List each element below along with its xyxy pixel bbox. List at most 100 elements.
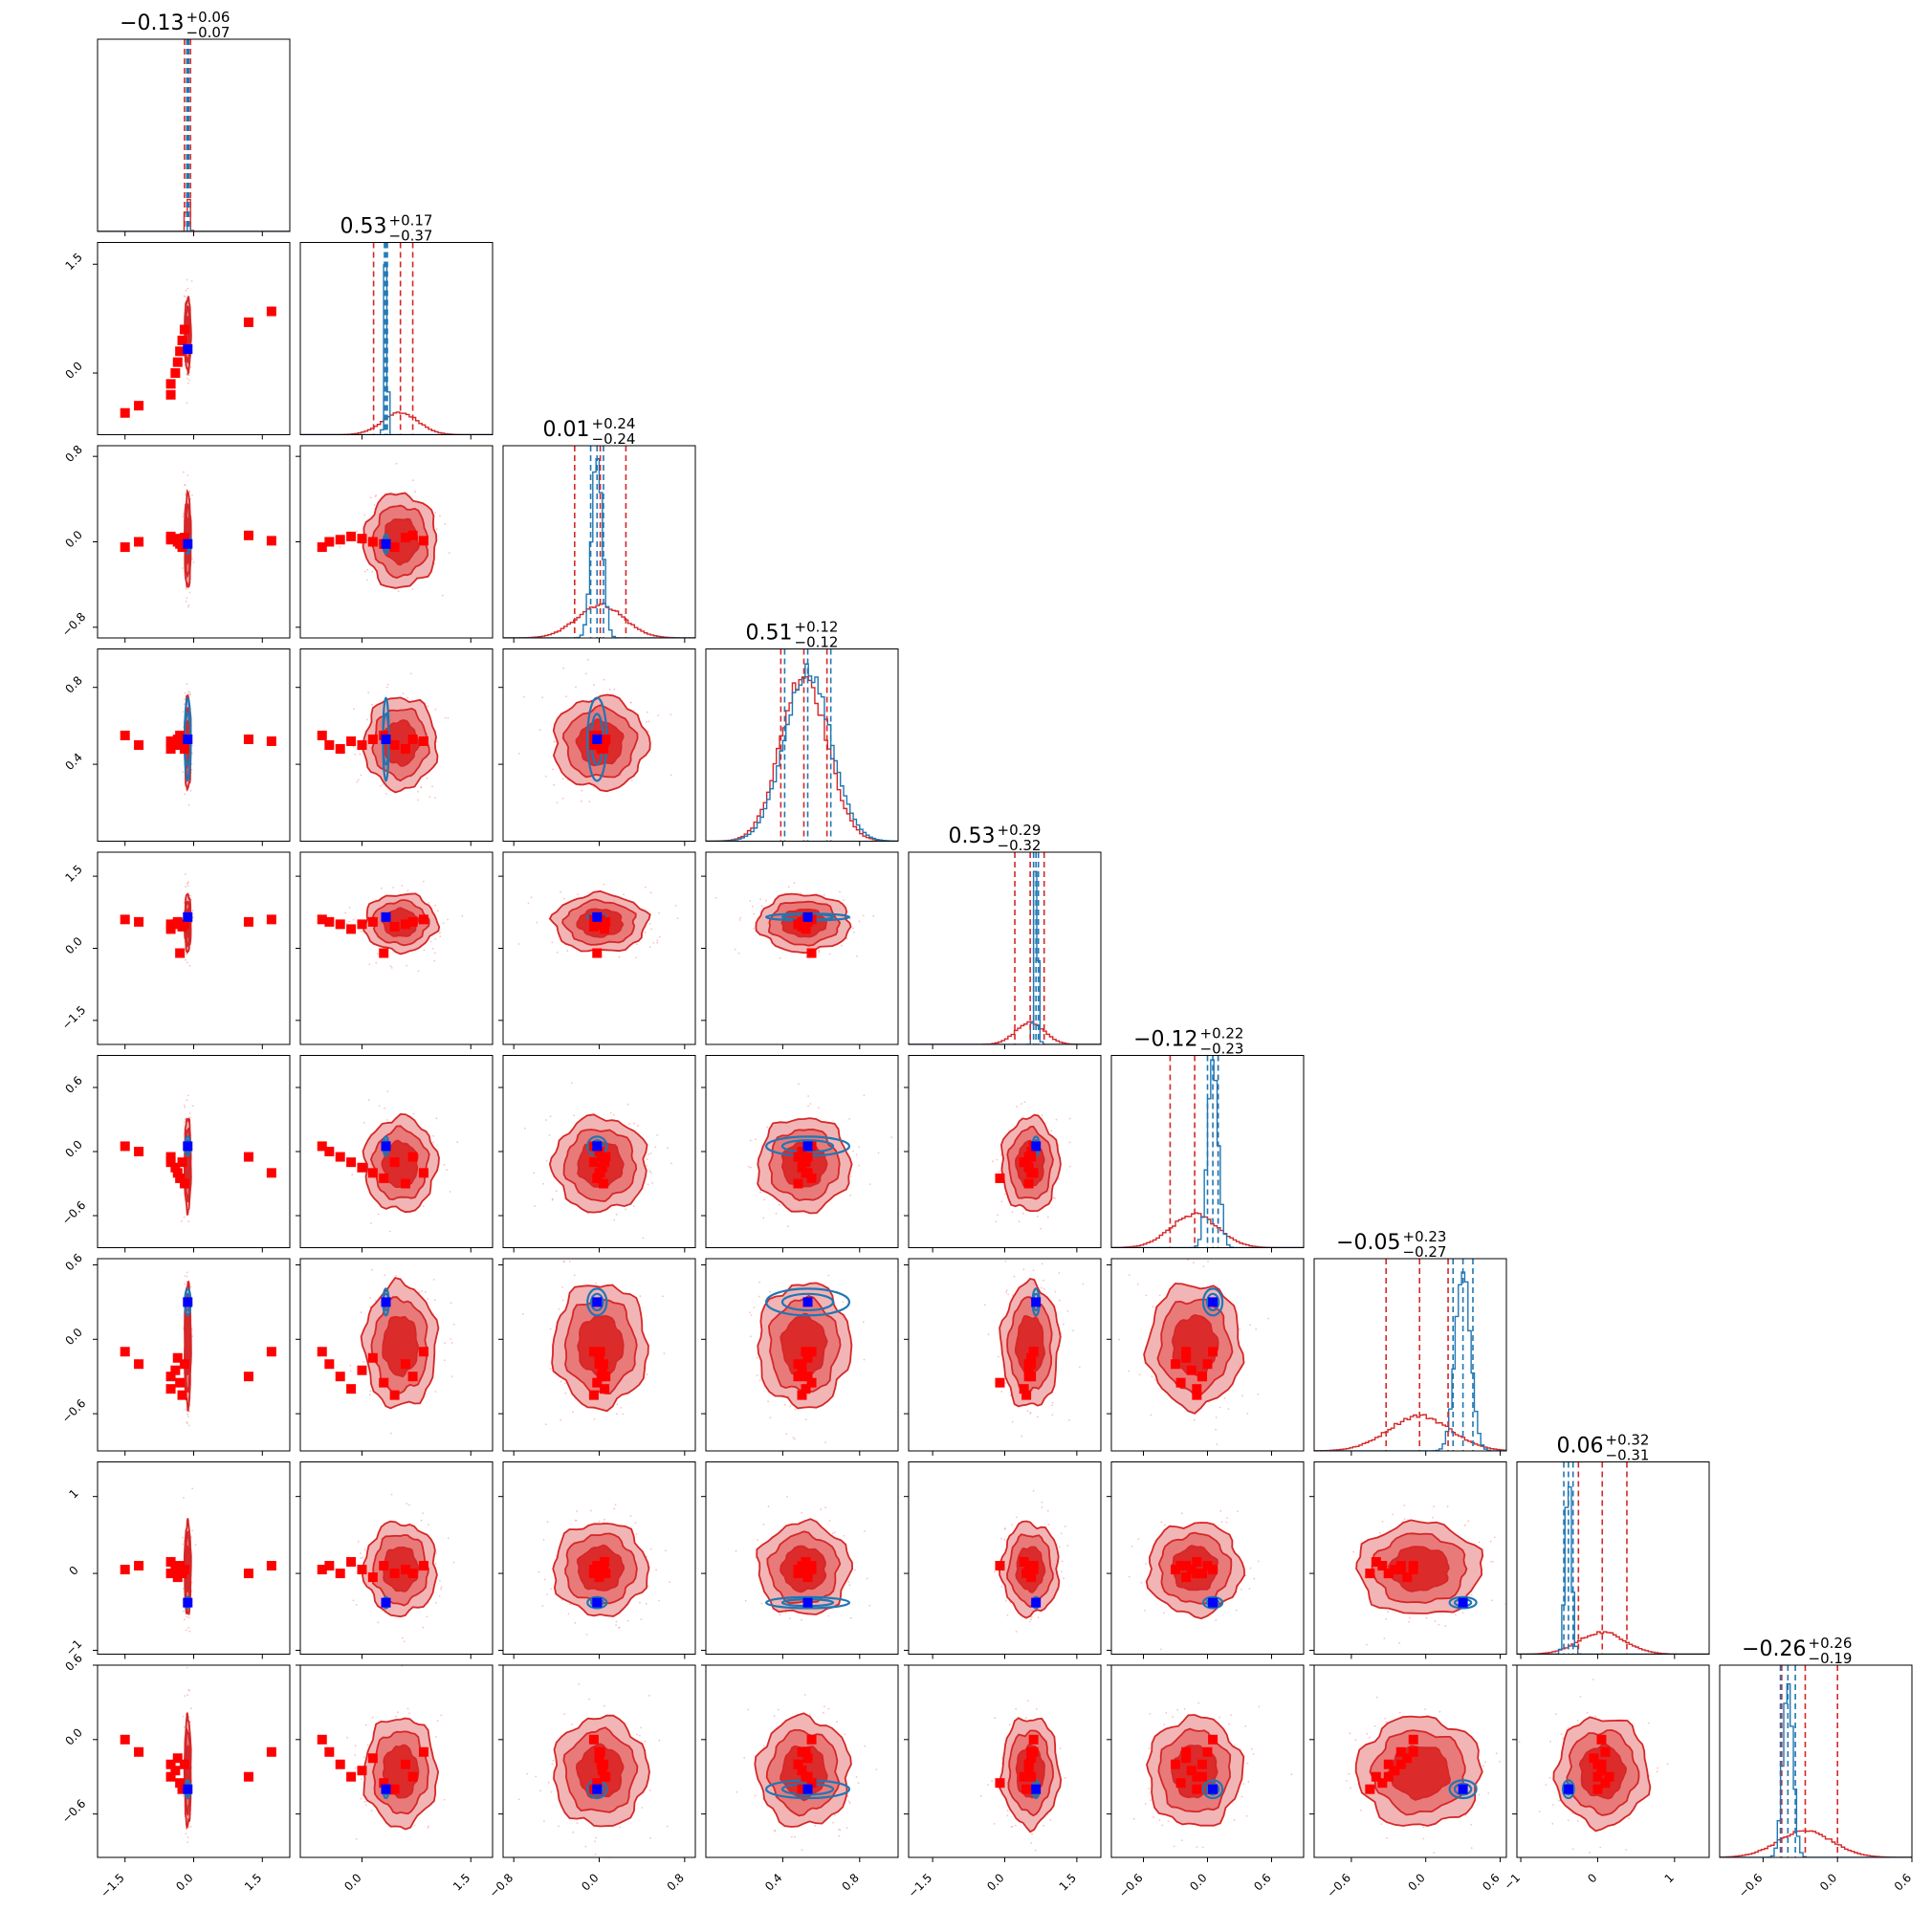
scatter-dot — [626, 1619, 629, 1622]
marker-red — [379, 1778, 389, 1789]
scatter-dot — [1061, 1560, 1064, 1563]
scatter-dot — [363, 1800, 366, 1803]
marker-red — [418, 536, 428, 546]
marker-red — [175, 1377, 186, 1388]
scatter-dot — [758, 1379, 761, 1382]
scatter-dot — [348, 907, 351, 909]
marker-red — [1026, 1152, 1037, 1162]
scatter-dot — [800, 892, 802, 894]
scatter-dot — [1032, 1489, 1035, 1492]
marker-red — [793, 1178, 803, 1189]
scatter-dot — [392, 887, 394, 889]
pair-panel-6-1 — [120, 1094, 276, 1223]
scatter-dot — [390, 1493, 393, 1496]
marker-red — [1019, 1557, 1029, 1568]
scatter-dot — [1022, 1268, 1025, 1271]
scatter-dot — [367, 692, 369, 693]
contour-secondary-7-4-1 — [765, 1287, 851, 1317]
marker-red — [418, 1347, 428, 1357]
scatter-dot — [1072, 1329, 1074, 1332]
marker-blue-5-1 — [183, 911, 193, 922]
marker-blue-7-4 — [802, 1297, 813, 1307]
marker-red — [120, 542, 130, 553]
scatter-dot — [461, 914, 464, 917]
scatter-dot — [1145, 1294, 1148, 1297]
scatter-dot — [1000, 1537, 1002, 1540]
scatter-dot — [657, 714, 660, 716]
scatter-dot — [382, 783, 384, 785]
scatter-dot — [1066, 1310, 1069, 1312]
marker-red — [802, 1152, 813, 1162]
marker-red — [1186, 1565, 1197, 1575]
title-plus-4: +0.12 — [795, 619, 839, 636]
pair-frame-8-2 — [299, 1461, 494, 1655]
marker-red — [418, 1561, 428, 1571]
marker-red — [1181, 1347, 1192, 1357]
scatter-dot — [386, 1090, 389, 1092]
scatter-dot — [658, 1599, 660, 1602]
scatter-dot — [1444, 1625, 1447, 1627]
title-minus-1: −0.07 — [187, 24, 231, 41]
scatter-dot — [397, 1711, 399, 1714]
scatter-dot — [1249, 1567, 1252, 1570]
marker-red — [165, 1157, 176, 1168]
hist-secondary-8 — [1517, 1486, 1709, 1655]
scatter-dot — [561, 797, 564, 800]
scatter-dot — [440, 1714, 443, 1717]
marker-red — [324, 740, 335, 750]
scatter-dot — [792, 1437, 795, 1438]
scatter-dot — [575, 686, 577, 689]
scatter-dot — [588, 1698, 590, 1701]
scatter-dot — [184, 1107, 187, 1109]
scatter-dot — [1003, 1527, 1006, 1530]
marker-red — [346, 1157, 357, 1168]
title-plus-1: +0.06 — [187, 9, 231, 26]
title-minus-4: −0.12 — [795, 634, 839, 651]
scatter-dot — [652, 942, 655, 944]
scatter-dot — [993, 1570, 996, 1573]
marker-red — [801, 1561, 811, 1571]
scatter-dot — [658, 911, 660, 914]
scatter-dot — [434, 937, 437, 940]
scatter-dot — [587, 1212, 589, 1215]
title-median-5: 0.53 — [949, 824, 996, 848]
marker-red — [170, 1766, 181, 1776]
scatter-dot — [635, 1533, 638, 1535]
marker-red — [177, 335, 187, 345]
scatter-dot — [623, 893, 625, 896]
scatter-dot — [187, 605, 189, 608]
scatter-dot — [186, 373, 188, 375]
contour-secondary-8-6-1 — [1201, 1595, 1224, 1610]
scatter-dot — [428, 1825, 429, 1828]
marker-red — [177, 1390, 187, 1400]
marker-red — [797, 1390, 807, 1400]
scatter-dot — [550, 1588, 552, 1591]
marker-red — [797, 1162, 807, 1173]
marker-red — [1028, 1561, 1039, 1571]
marker-red — [594, 1352, 604, 1363]
marker-red — [357, 1162, 367, 1173]
scatter-dot — [187, 804, 190, 806]
scatter-dot — [433, 1299, 436, 1301]
scatter-dot — [434, 708, 437, 711]
markers-red-7-4 — [793, 1347, 817, 1400]
scatter-dot — [787, 886, 790, 889]
scatter-dot — [352, 918, 355, 921]
scatter-dot — [983, 1304, 986, 1306]
scatter-dot — [1241, 1394, 1243, 1397]
marker-blue-4-3 — [592, 734, 603, 744]
contour-secondary-7-3-1 — [586, 1287, 608, 1317]
scatter-dot — [191, 1529, 193, 1532]
scatter-dot — [355, 1604, 358, 1606]
scatter-dot — [435, 1736, 437, 1738]
title-median-2: 0.53 — [340, 215, 387, 239]
scatter-dot — [546, 1521, 549, 1524]
scatter-dot — [1016, 1516, 1018, 1519]
scatter-dot — [1225, 1521, 1228, 1524]
scatter-dot — [371, 703, 373, 706]
scatter-dot — [1129, 1274, 1131, 1277]
scatter-dot — [1158, 1294, 1161, 1297]
scatter-dot — [357, 1540, 360, 1543]
marker-red — [1021, 1157, 1032, 1168]
marker-red — [1365, 1569, 1375, 1579]
